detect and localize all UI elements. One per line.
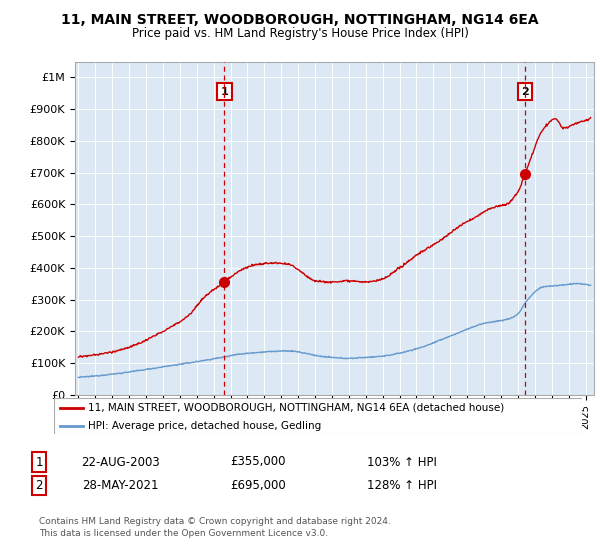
Text: HPI: Average price, detached house, Gedling: HPI: Average price, detached house, Gedl…: [88, 421, 322, 431]
Text: 22-AUG-2003: 22-AUG-2003: [80, 455, 160, 469]
Text: 1: 1: [35, 455, 43, 469]
Text: £355,000: £355,000: [230, 455, 286, 469]
Text: £695,000: £695,000: [230, 479, 286, 492]
Text: 1: 1: [221, 87, 229, 96]
Text: 28-MAY-2021: 28-MAY-2021: [82, 479, 158, 492]
Text: 11, MAIN STREET, WOODBOROUGH, NOTTINGHAM, NG14 6EA (detached house): 11, MAIN STREET, WOODBOROUGH, NOTTINGHAM…: [88, 403, 505, 413]
Text: 11, MAIN STREET, WOODBOROUGH, NOTTINGHAM, NG14 6EA: 11, MAIN STREET, WOODBOROUGH, NOTTINGHAM…: [61, 13, 539, 27]
Text: 103% ↑ HPI: 103% ↑ HPI: [367, 455, 437, 469]
Text: Contains HM Land Registry data © Crown copyright and database right 2024.
This d: Contains HM Land Registry data © Crown c…: [39, 517, 391, 538]
Text: 2: 2: [35, 479, 43, 492]
Text: Price paid vs. HM Land Registry's House Price Index (HPI): Price paid vs. HM Land Registry's House …: [131, 27, 469, 40]
Text: 2: 2: [521, 87, 529, 96]
Text: 128% ↑ HPI: 128% ↑ HPI: [367, 479, 437, 492]
